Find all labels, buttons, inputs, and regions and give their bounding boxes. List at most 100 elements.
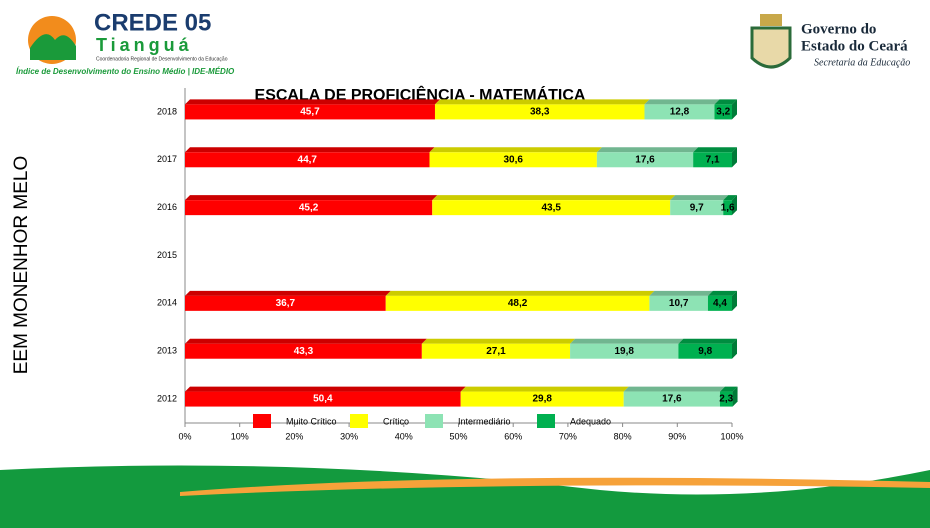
bar-side: [732, 290, 737, 311]
value-label: 29,8: [532, 394, 552, 405]
value-label: 43,3: [294, 346, 314, 357]
x-tick-label: 40%: [395, 431, 413, 441]
bar-segment: [185, 152, 430, 168]
bar-top: [385, 290, 655, 296]
y-tick-label: 2013: [157, 346, 177, 356]
legend-label: Crítico: [383, 416, 409, 426]
value-label: 1,6: [721, 202, 735, 213]
x-tick-label: 50%: [449, 431, 467, 441]
bar-segment: [596, 152, 694, 168]
footer-wave: [0, 465, 930, 528]
bar-segment: [678, 343, 732, 359]
value-label: 9,8: [698, 346, 712, 357]
value-label: 7,1: [706, 154, 720, 165]
bar-segment: [644, 104, 715, 120]
tagline: Índice de Desenvolvimento do Ensino Médi…: [16, 67, 235, 76]
bar-top: [649, 290, 713, 296]
legend-swatch: [537, 414, 555, 428]
bar-segment: [432, 200, 671, 216]
value-label: 43,5: [541, 202, 561, 213]
value-label: 38,3: [530, 107, 550, 118]
legend-label: Intermediário: [458, 416, 511, 426]
bar-top: [434, 99, 650, 105]
bar-segment: [707, 295, 732, 311]
bar-segment: [434, 104, 645, 120]
bar-top: [570, 338, 684, 344]
value-label: 2,3: [719, 394, 733, 405]
bar-segment: [421, 343, 571, 359]
bar-segment: [385, 295, 650, 311]
bar-top: [693, 147, 737, 153]
legend-swatch: [350, 414, 368, 428]
crest-crown: [760, 14, 782, 26]
bar-segment: [460, 391, 624, 407]
bar-top: [714, 99, 737, 105]
bar-top: [185, 338, 427, 344]
x-tick-label: 80%: [614, 431, 632, 441]
y-tick-label: 2016: [157, 202, 177, 212]
bar-segment: [693, 152, 732, 168]
value-label: 17,6: [662, 394, 682, 405]
bar-segment: [719, 391, 733, 407]
bar-segment: [185, 104, 435, 120]
gov-line3: Secretaria da Educação: [814, 57, 910, 68]
bar-top: [460, 386, 629, 392]
value-label: 9,7: [690, 202, 704, 213]
legend-swatch: [253, 414, 271, 428]
bar-top: [596, 147, 699, 153]
bar-side: [732, 99, 737, 120]
bar-segment: [185, 200, 433, 216]
bar-top: [623, 386, 725, 392]
x-tick-label: 100%: [720, 431, 743, 441]
value-label: 3,2: [716, 107, 730, 118]
x-tick-label: 90%: [668, 431, 686, 441]
y-tick-label: 2014: [157, 298, 177, 308]
x-tick-label: 70%: [559, 431, 577, 441]
value-label: 48,2: [508, 298, 528, 309]
bar-top: [432, 195, 676, 201]
bar-segment: [723, 200, 732, 216]
bar-top: [421, 338, 576, 344]
value-label: 17,6: [635, 154, 655, 165]
x-tick-label: 0%: [178, 431, 191, 441]
sub-brand: Coordenadoria Regional de Desenvolviment…: [96, 56, 228, 62]
legend-label: Adequado: [570, 416, 611, 426]
gov-line2: Estado do Ceará: [801, 38, 908, 54]
bar-segment: [185, 391, 461, 407]
x-tick-label: 60%: [504, 431, 522, 441]
value-label: 36,7: [276, 298, 296, 309]
bar-segment: [623, 391, 720, 407]
city: Tianguá: [96, 35, 193, 55]
footer-stripe: [180, 477, 930, 496]
bar-top: [707, 290, 737, 296]
y-tick-label: 2015: [157, 250, 177, 260]
gov-line1: Governo do: [801, 21, 876, 37]
bar-top: [678, 338, 737, 344]
bar-segment: [570, 343, 679, 359]
value-label: 45,7: [300, 107, 320, 118]
bar-segment: [649, 295, 708, 311]
value-label: 50,4: [313, 394, 333, 405]
value-label: 10,7: [669, 298, 689, 309]
bar-top: [719, 386, 738, 392]
bar-side: [732, 195, 737, 216]
y-tick-label: 2012: [157, 393, 177, 403]
y-tick-label: 2018: [157, 106, 177, 116]
bar-segment: [670, 200, 724, 216]
bar-top: [644, 99, 720, 105]
value-label: 4,4: [713, 298, 727, 309]
bar-top: [185, 99, 440, 105]
bar-top: [185, 386, 466, 392]
bar-segment: [185, 343, 422, 359]
gov-logo: Governo do Estado do Ceará Secretaria da…: [750, 14, 910, 69]
legend-swatch: [425, 414, 443, 428]
bar-top: [670, 195, 729, 201]
bar-top: [723, 195, 737, 201]
y-tick-label: 2017: [157, 154, 177, 164]
value-label: 27,1: [486, 346, 506, 357]
bar-top: [185, 195, 438, 201]
bar-top: [185, 290, 391, 296]
crest: [750, 26, 792, 69]
bar-side: [732, 386, 738, 407]
